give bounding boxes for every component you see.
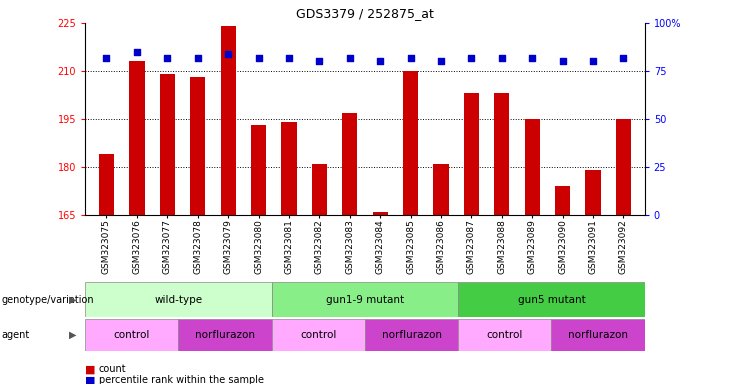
Point xyxy=(131,49,143,55)
Bar xyxy=(616,119,631,215)
Bar xyxy=(312,164,327,215)
Text: norflurazon: norflurazon xyxy=(382,330,442,340)
Point xyxy=(617,55,629,61)
Bar xyxy=(551,319,645,351)
Point xyxy=(587,58,599,65)
Point xyxy=(374,58,386,65)
Point xyxy=(192,55,204,61)
Point xyxy=(526,55,538,61)
Bar xyxy=(282,122,296,215)
Bar xyxy=(433,164,448,215)
Bar xyxy=(342,113,357,215)
Text: ▶: ▶ xyxy=(69,295,76,305)
Bar xyxy=(403,71,418,215)
Bar xyxy=(458,319,551,351)
Bar xyxy=(464,93,479,215)
Point xyxy=(496,55,508,61)
Bar xyxy=(190,78,205,215)
Point xyxy=(101,55,113,61)
Point xyxy=(253,55,265,61)
Point xyxy=(435,58,447,65)
Text: control: control xyxy=(113,330,150,340)
Text: gun1-9 mutant: gun1-9 mutant xyxy=(326,295,404,305)
Bar xyxy=(179,319,272,351)
Bar xyxy=(365,319,458,351)
Bar xyxy=(85,319,179,351)
Text: ▶: ▶ xyxy=(69,330,76,340)
Bar xyxy=(373,212,388,215)
Text: gun5 mutant: gun5 mutant xyxy=(517,295,585,305)
Text: control: control xyxy=(300,330,336,340)
Bar xyxy=(251,126,266,215)
Bar xyxy=(494,93,509,215)
Point xyxy=(344,55,356,61)
Point xyxy=(556,58,568,65)
Text: agent: agent xyxy=(1,330,30,340)
Bar xyxy=(129,61,144,215)
Text: genotype/variation: genotype/variation xyxy=(1,295,94,305)
Point xyxy=(465,55,477,61)
Point xyxy=(405,55,416,61)
Bar xyxy=(458,282,645,317)
Point xyxy=(162,55,173,61)
Text: control: control xyxy=(487,330,523,340)
Text: norflurazon: norflurazon xyxy=(568,330,628,340)
Bar xyxy=(272,319,365,351)
Bar xyxy=(525,119,539,215)
Text: ■: ■ xyxy=(85,375,96,384)
Bar xyxy=(85,282,272,317)
Text: ■: ■ xyxy=(85,364,96,374)
Bar xyxy=(585,170,601,215)
Point xyxy=(283,55,295,61)
Bar xyxy=(160,74,175,215)
Text: count: count xyxy=(99,364,126,374)
Bar xyxy=(272,282,458,317)
Point xyxy=(222,51,234,57)
Bar xyxy=(555,186,570,215)
Bar xyxy=(99,154,114,215)
Text: wild-type: wild-type xyxy=(154,295,202,305)
Bar xyxy=(221,26,236,215)
Text: norflurazon: norflurazon xyxy=(195,330,255,340)
Title: GDS3379 / 252875_at: GDS3379 / 252875_at xyxy=(296,7,434,20)
Point xyxy=(313,58,325,65)
Text: percentile rank within the sample: percentile rank within the sample xyxy=(99,375,264,384)
